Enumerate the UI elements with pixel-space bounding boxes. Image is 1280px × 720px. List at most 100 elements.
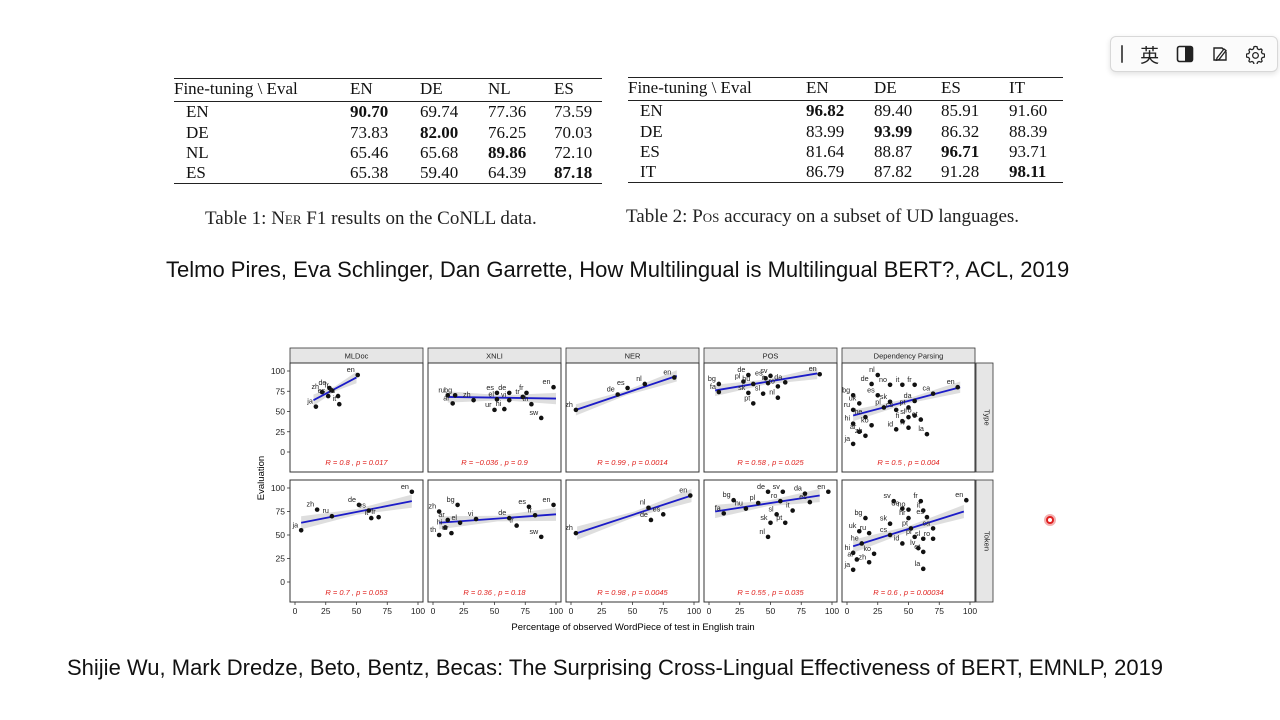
table-header-cell: NL [488, 79, 511, 98]
point-label: uk [849, 393, 857, 402]
data-point [887, 382, 893, 388]
x-tick-label: 100 [825, 606, 839, 616]
data-point [538, 534, 544, 540]
data-point [887, 521, 893, 527]
data-point [807, 499, 813, 505]
data-point [906, 515, 911, 521]
x-tick-label: 0 [293, 606, 298, 616]
point-label: it [917, 501, 921, 510]
table-cell: 76.25 [488, 122, 527, 142]
data-point [875, 393, 881, 398]
data-point [755, 500, 761, 506]
row-label: ES [186, 163, 206, 182]
point-label: id [888, 419, 894, 428]
table-cell: 87.18 [554, 163, 593, 182]
point-label: ru [438, 385, 444, 394]
split-view-button[interactable] [1167, 39, 1202, 69]
point-label: vi [501, 390, 507, 399]
data-point [551, 502, 556, 508]
settings-button[interactable] [1238, 39, 1273, 69]
point-label: zh [463, 390, 471, 399]
data-point [900, 418, 905, 424]
split-view-icon [1176, 45, 1194, 63]
point-label: nl [640, 498, 646, 507]
point-label: ro [771, 491, 777, 500]
data-point [506, 515, 512, 521]
table-row: DE 83.99 93.99 86.32 88.39 [628, 121, 1063, 142]
data-point [778, 498, 783, 504]
citation-pires: Telmo Pires, Eva Schlinger, Dan Garrette… [166, 257, 1070, 282]
table-cell: 88.39 [1009, 121, 1048, 141]
data-point [765, 380, 771, 386]
data-point [765, 489, 771, 495]
point-label: he [854, 407, 862, 416]
x-tick-label: 25 [873, 606, 883, 616]
data-point [471, 397, 476, 403]
point-label: es [755, 368, 763, 377]
edit-button[interactable] [1202, 39, 1237, 69]
language-toggle-button[interactable]: 英 [1132, 39, 1167, 69]
data-point [716, 381, 722, 387]
point-label: ru [322, 506, 328, 515]
facet-title: MLDoc [345, 352, 369, 361]
panel-frame [427, 479, 562, 603]
table-header-corner: Fine-tuning \ Eval [174, 79, 298, 98]
table-row: DE 73.83 82.00 76.25 70.03 [174, 122, 602, 143]
data-point [355, 372, 361, 378]
grip-icon[interactable] [1121, 45, 1123, 63]
point-label: ru [329, 386, 335, 395]
table-1-caption: Table 1: Ner F1 results on the CoNLL dat… [205, 208, 537, 229]
point-label: sw [529, 527, 539, 536]
data-point [775, 395, 781, 401]
x-tick-label: 25 [459, 606, 469, 616]
data-point [765, 534, 771, 540]
y-tick-label: 75 [276, 386, 286, 396]
point-label: fr [528, 505, 533, 514]
data-point [473, 516, 479, 522]
row-label: IT [640, 162, 657, 181]
x-axis-label: Percentage of observed WordPiece of test… [511, 622, 754, 633]
point-label: ru [860, 523, 866, 532]
point-label: th [430, 525, 436, 534]
faceted-scatter-chart: Evaluation Percentage of observed WordPi… [256, 347, 994, 633]
data-point [916, 545, 921, 551]
data-point [520, 394, 526, 400]
data-point [455, 502, 460, 508]
data-point [955, 384, 960, 390]
data-point [746, 372, 751, 378]
point-label: no [879, 375, 887, 384]
data-point [924, 514, 930, 520]
point-label: pt [902, 518, 908, 527]
point-label: de [498, 383, 506, 392]
point-label: hi [845, 543, 851, 552]
point-label: la [915, 559, 921, 568]
gear-icon [1245, 45, 1265, 64]
data-point [906, 507, 911, 512]
data-point [325, 393, 331, 399]
point-label: de [757, 482, 765, 491]
data-point [802, 491, 808, 496]
data-point [871, 551, 877, 557]
row-label: NL [186, 143, 209, 162]
data-point [660, 512, 666, 517]
point-label: id [894, 533, 900, 542]
x-tick-label: 100 [963, 606, 977, 616]
point-label: nl [869, 365, 875, 374]
point-label: he [851, 533, 859, 542]
correlation-stat: R = 0.7 , p = 0.053 [325, 588, 388, 597]
data-point [450, 401, 455, 406]
point-label: ca [923, 518, 931, 527]
point-label: pt [744, 393, 750, 402]
table-cell: 64.39 [488, 163, 527, 182]
point-label: nl [636, 374, 642, 383]
data-point [449, 530, 454, 536]
facet-title: POS [763, 352, 779, 361]
x-tick-label: 75 [935, 606, 945, 616]
recording-indicator[interactable] [1044, 514, 1056, 526]
data-point [336, 401, 342, 407]
table-cell: 70.03 [554, 122, 593, 142]
data-point [642, 381, 648, 387]
table-cell: 91.28 [941, 162, 980, 181]
data-point [335, 393, 341, 399]
